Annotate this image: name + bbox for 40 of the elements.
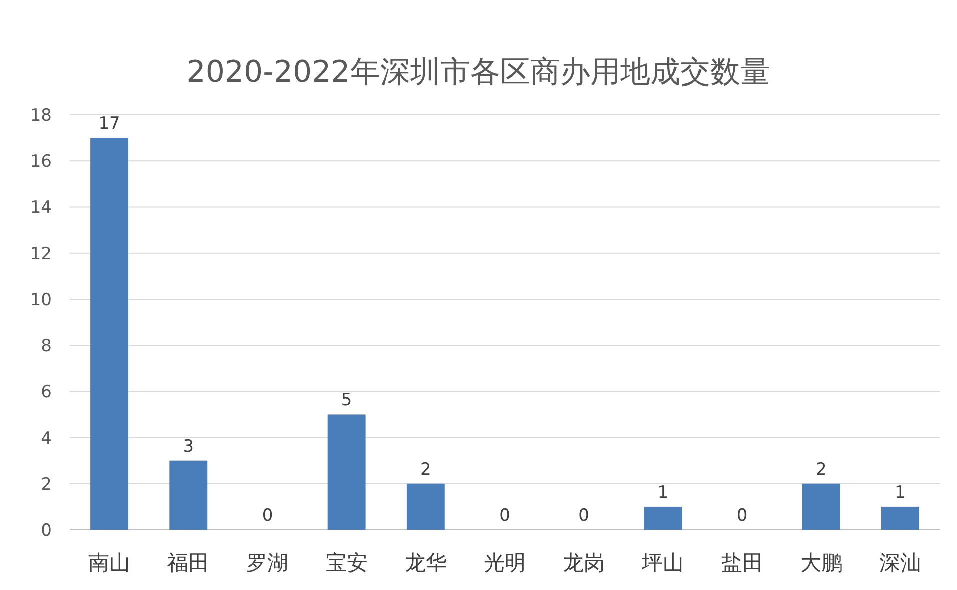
x-tick-label: 福田 xyxy=(168,551,210,575)
data-label: 0 xyxy=(578,506,590,526)
data-label: 0 xyxy=(736,506,748,526)
y-tick-label: 4 xyxy=(41,428,52,449)
y-tick-label: 0 xyxy=(41,521,52,541)
data-label: 0 xyxy=(262,506,274,526)
x-tick-label: 宝安 xyxy=(326,551,368,575)
y-tick-label: 14 xyxy=(30,198,52,218)
x-tick-label: 龙岗 xyxy=(563,551,606,575)
x-tick-label: 大鹏 xyxy=(800,551,842,575)
y-tick-label: 6 xyxy=(41,382,52,403)
x-tick-label: 深汕 xyxy=(879,551,922,575)
data-label: 0 xyxy=(500,506,510,526)
data-label: 5 xyxy=(341,390,352,411)
bar xyxy=(90,138,129,530)
data-label: 3 xyxy=(183,436,194,457)
y-tick-label: 18 xyxy=(30,106,52,126)
bar xyxy=(406,484,445,530)
x-tick-label: 罗湖 xyxy=(246,551,289,575)
data-label: 17 xyxy=(98,114,120,134)
bar xyxy=(802,484,840,530)
bar xyxy=(328,414,366,530)
x-tick-label: 坪山 xyxy=(641,551,684,575)
y-tick-label: 10 xyxy=(30,290,52,310)
chart-title: 2020-2022年深圳市各区商办用地成交数量 xyxy=(186,55,770,90)
x-tick-label: 盐田 xyxy=(721,551,764,575)
y-tick-label: 12 xyxy=(30,244,52,264)
x-tick-label: 龙华 xyxy=(404,551,447,575)
bar xyxy=(644,506,682,530)
y-tick-label: 2 xyxy=(41,474,52,495)
bar xyxy=(881,506,920,530)
data-label: 1 xyxy=(658,482,669,503)
y-tick-label: 16 xyxy=(30,152,52,172)
data-label: 2 xyxy=(816,460,827,480)
data-label: 2 xyxy=(420,460,432,480)
x-tick-label: 南山 xyxy=(88,551,131,575)
bar xyxy=(170,460,208,530)
y-tick-label: 8 xyxy=(41,336,52,357)
data-label: 1 xyxy=(895,482,906,503)
x-tick-label: 光明 xyxy=(484,551,526,575)
